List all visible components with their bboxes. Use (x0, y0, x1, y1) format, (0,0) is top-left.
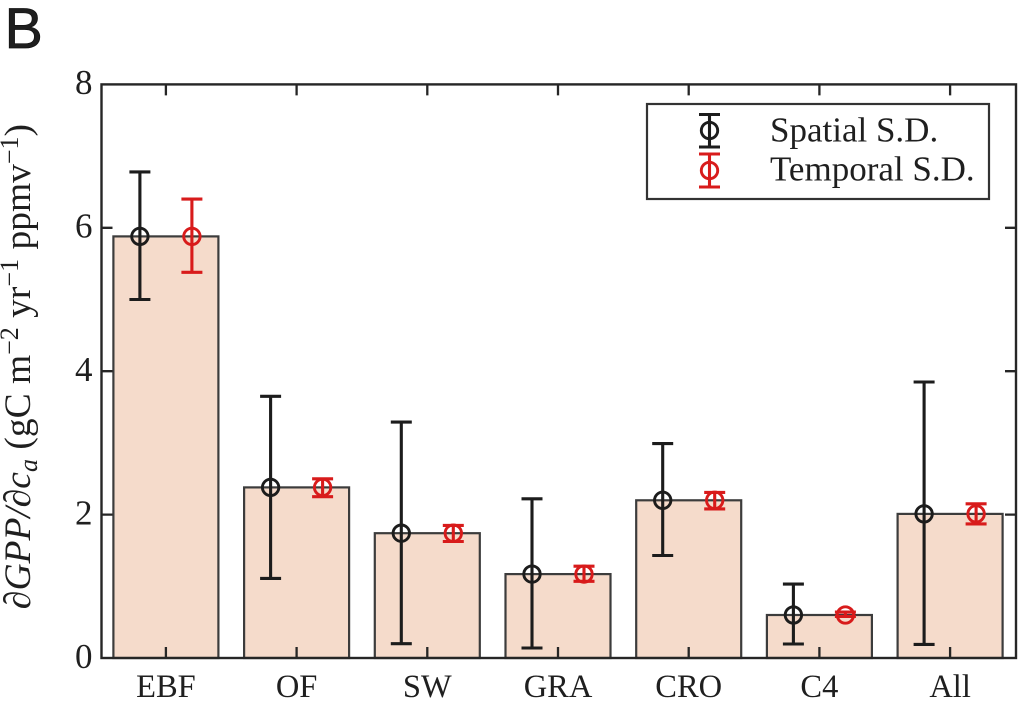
svg-text:∂GPP/∂ca (gC m−2 yr−1 ppmv−1): ∂GPP/∂ca (gC m−2 yr−1 ppmv−1) (0, 124, 43, 609)
svg-text:0: 0 (75, 637, 93, 676)
svg-text:All: All (929, 669, 971, 705)
svg-text:8: 8 (75, 63, 93, 102)
svg-text:CRO: CRO (655, 669, 722, 705)
svg-text:Temporal S.D.: Temporal S.D. (770, 150, 975, 189)
svg-text:B: B (5, 0, 43, 61)
svg-text:OF: OF (276, 669, 318, 705)
svg-text:SW: SW (403, 669, 452, 705)
svg-text:C4: C4 (800, 669, 838, 705)
svg-text:EBF: EBF (136, 669, 196, 705)
svg-text:GRA: GRA (524, 669, 593, 705)
svg-text:6: 6 (75, 207, 93, 246)
svg-text:4: 4 (75, 350, 93, 389)
svg-text:2: 2 (75, 493, 93, 532)
svg-text:Spatial S.D.: Spatial S.D. (770, 111, 938, 150)
